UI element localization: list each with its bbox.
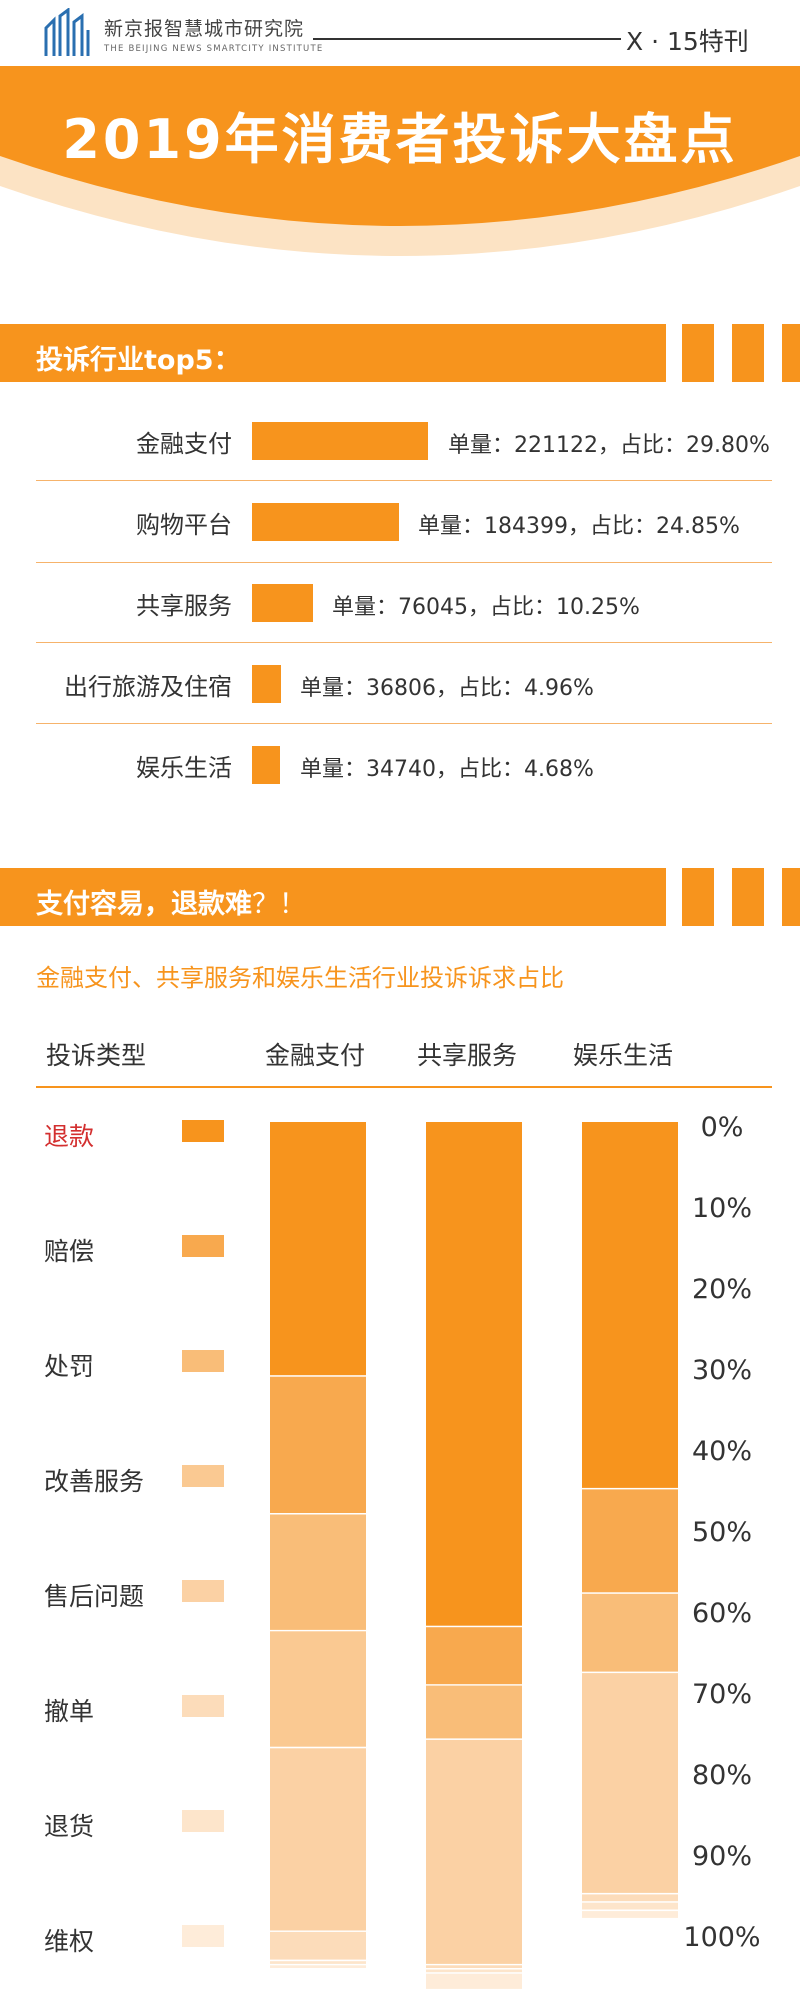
legend-swatch: [182, 1695, 224, 1717]
legend-swatch: [182, 1350, 224, 1372]
issue-label: X · 15特刊: [626, 27, 749, 56]
stack-segment: [270, 1631, 366, 1747]
y-tick-label: 60%: [691, 1598, 752, 1629]
section1-title: 投诉行业top5：: [36, 345, 241, 376]
legend-label: 改善服务: [44, 1467, 145, 1496]
org-name-cn: 新京报智慧城市研究院: [104, 18, 305, 40]
stack-segment: [270, 1514, 366, 1630]
section2-title-tail: ？！: [252, 889, 306, 920]
legend-swatch: [182, 1235, 224, 1257]
stack-segment: [426, 1685, 522, 1739]
legend-label: 退款: [44, 1122, 95, 1151]
section2-stripe-3: [782, 868, 800, 926]
column-label: 金融支付: [265, 1041, 366, 1070]
section2-title-main: 支付容易，退款难: [36, 889, 252, 920]
stack-segment: [582, 1902, 678, 1910]
top5-category: 共享服务: [136, 592, 232, 620]
top5-data-label: 单量：34740，占比：4.68%: [300, 757, 594, 782]
chart2-subtitle: 金融支付、共享服务和娱乐生活行业投诉诉求占比: [36, 964, 564, 992]
title-banner: [0, 66, 800, 256]
building-logo-icon: [42, 7, 94, 58]
y-tick-label: 0%: [700, 1112, 744, 1143]
page-title: 2019年消费者投诉大盘点: [62, 108, 738, 171]
top5-category: 金融支付: [136, 430, 232, 458]
legend-label: 处罚: [44, 1352, 95, 1381]
top5-bar: [252, 665, 281, 703]
legend-label: 撤单: [44, 1697, 95, 1726]
legend-swatch: [182, 1580, 224, 1602]
top5-category: 出行旅游及住宿: [64, 673, 232, 701]
y-tick-label: 30%: [691, 1355, 752, 1386]
section1-stripe-1: [682, 324, 714, 382]
section2-stripe-1: [682, 868, 714, 926]
stack-segment: [582, 1673, 678, 1893]
stack-segment: [426, 1973, 522, 1989]
stack-segment: [582, 1894, 678, 1902]
top5-bar: [252, 746, 280, 784]
row-divider: [36, 480, 772, 481]
legend-swatch: [182, 1465, 224, 1487]
stack-segment: [582, 1593, 678, 1672]
section1-stripe-2: [732, 324, 764, 382]
top5-data-label: 单量：221122，占比：29.80%: [448, 433, 770, 458]
row-divider: [36, 562, 772, 563]
header-underline: [36, 1086, 772, 1088]
legend-label: 退货: [44, 1812, 95, 1841]
legend-swatch: [182, 1120, 224, 1142]
stack-segment: [582, 1489, 678, 1593]
row-divider: [36, 642, 772, 643]
y-tick-label: 50%: [691, 1517, 752, 1548]
legend-label: 售后问题: [44, 1582, 145, 1611]
column-label: 娱乐生活: [573, 1041, 674, 1070]
stack-segment: [270, 1748, 366, 1931]
stack-segment: [426, 1969, 522, 1973]
stack-segment: [270, 1376, 366, 1513]
section2-stripe-2: [732, 868, 764, 926]
legend-swatch: [182, 1810, 224, 1832]
top5-data-label: 单量：184399，占比：24.85%: [418, 514, 740, 539]
stack-segment: [270, 1931, 366, 1960]
section1-stripe-3: [782, 324, 800, 382]
stack-segment: [270, 1961, 366, 1964]
top5-bar: [252, 422, 428, 460]
y-tick-label: 20%: [691, 1274, 752, 1305]
top5-data-label: 单量：76045，占比：10.25%: [332, 595, 640, 620]
legend-swatch: [182, 1925, 224, 1947]
row-divider: [36, 723, 772, 724]
stack-segment: [270, 1965, 366, 1968]
y-tick-label: 80%: [691, 1760, 752, 1791]
top5-data-label: 单量：36806，占比：4.96%: [300, 676, 594, 701]
section1-header-bar: [0, 324, 666, 382]
header-divider: [313, 38, 621, 40]
y-tick-label: 10%: [691, 1193, 752, 1224]
y-tick-label: 90%: [691, 1841, 752, 1872]
column-label: 共享服务: [417, 1041, 518, 1070]
top5-category: 娱乐生活: [136, 754, 232, 782]
legend-label: 维权: [44, 1927, 95, 1956]
stack-segment: [582, 1911, 678, 1918]
stack-segment: [426, 1965, 522, 1968]
top5-bar: [252, 584, 313, 622]
stack-segment: [426, 1627, 522, 1685]
stack-segment: [582, 1122, 678, 1488]
org-name-en: THE BEIJING NEWS SMARTCITY INSTITUTE: [104, 44, 324, 54]
y-tick-label: 70%: [691, 1679, 752, 1710]
stack-segment: [426, 1122, 522, 1626]
top5-category: 购物平台: [136, 511, 232, 539]
stack-segment: [270, 1122, 366, 1376]
legend-header: 投诉类型: [46, 1041, 147, 1070]
section2-title: 支付容易，退款难？！: [36, 882, 306, 921]
y-tick-label: 100%: [683, 1922, 761, 1953]
legend-label: 赔偿: [44, 1237, 95, 1266]
top5-bar: [252, 503, 399, 541]
section2-header-bar: [0, 868, 666, 926]
y-tick-label: 40%: [691, 1436, 752, 1467]
stack-segment: [426, 1739, 522, 1964]
